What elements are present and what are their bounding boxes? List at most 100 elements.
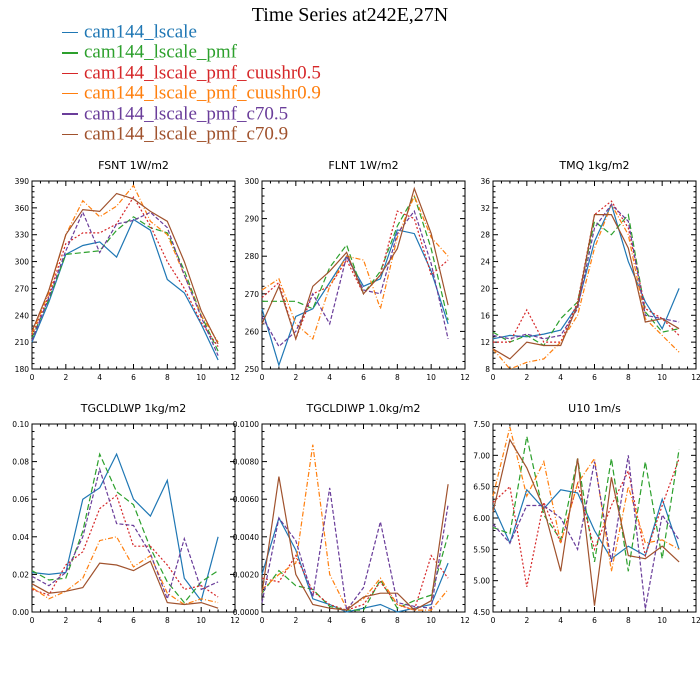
legend-swatch xyxy=(62,113,78,115)
x-tick-label: 12 xyxy=(691,616,700,625)
legend-item: cam144_lscale_pmf_cuushr0.9 xyxy=(62,83,321,103)
plot-frame xyxy=(492,423,697,613)
x-tick-label: 10 xyxy=(426,373,436,382)
y-tick-label: 0.0000 xyxy=(233,608,259,617)
x-tick-label: 2 xyxy=(524,616,529,625)
y-tick-label: 7.00 xyxy=(473,451,490,460)
series-line-2 xyxy=(262,194,449,321)
legend-item: cam144_lscale_pmf_cuushr0.5 xyxy=(62,62,321,84)
x-tick-label: 2 xyxy=(63,373,68,382)
plot-frame xyxy=(31,423,236,613)
legend-swatch xyxy=(62,92,78,95)
plot-frame xyxy=(261,180,466,370)
y-tick-label: 270 xyxy=(15,284,30,293)
y-tick-label: 8 xyxy=(485,365,490,374)
series-line-6 xyxy=(31,192,219,345)
y-tick-label: 0.00 xyxy=(12,608,29,617)
legend-label: cam144_lscale_pmf_cuushr0.9 xyxy=(84,82,321,104)
legend-label: cam144_lscale_pmf_c70.9 xyxy=(84,123,289,145)
x-tick-label: 4 xyxy=(327,616,332,625)
plot-frame xyxy=(261,423,466,613)
y-tick-label: 300 xyxy=(15,258,30,267)
legend-swatch xyxy=(62,133,78,136)
series-line-2 xyxy=(261,534,449,611)
series-line-4 xyxy=(261,444,449,611)
y-tick-label: 5.00 xyxy=(473,577,490,586)
legend-swatch xyxy=(62,72,78,75)
x-tick-label: 8 xyxy=(395,616,400,625)
series-line-5 xyxy=(31,210,219,356)
y-tick-label: 360 xyxy=(15,204,30,213)
chart-title: Time Series at242E,27N xyxy=(251,4,449,26)
legend-label: cam144_lscale_pmf_cuushr0.5 xyxy=(84,62,321,84)
legend-label: cam144_lscale xyxy=(84,21,197,43)
y-tick-label: 330 xyxy=(15,231,30,240)
x-tick-label: 4 xyxy=(558,616,563,625)
y-tick-label: 0.0020 xyxy=(233,570,259,579)
series-line-2 xyxy=(492,436,680,572)
y-tick-label: 0.0100 xyxy=(233,420,259,429)
y-tick-label: 300 xyxy=(245,177,260,186)
y-tick-label: 290 xyxy=(245,215,260,224)
y-tick-label: 36 xyxy=(480,177,490,186)
x-tick-label: 0 xyxy=(491,616,496,625)
x-tick-label: 10 xyxy=(196,373,206,382)
series-line-6 xyxy=(261,476,449,611)
y-tick-label: 0.0060 xyxy=(233,495,259,504)
series-line-3 xyxy=(31,494,219,598)
panel-title: TGCLDLWP 1kg/m2 xyxy=(80,402,186,415)
x-tick-label: 8 xyxy=(165,373,170,382)
x-tick-label: 8 xyxy=(626,616,631,625)
y-tick-label: 32 xyxy=(480,204,490,213)
legend-label: cam144_lscale_pmf_c70.5 xyxy=(84,102,289,124)
series-line-1 xyxy=(31,452,219,603)
y-tick-label: 0.10 xyxy=(12,420,29,429)
series-line-4 xyxy=(492,203,680,370)
series-line-3 xyxy=(261,554,449,611)
panel-title: U10 1m/s xyxy=(568,402,621,415)
x-tick-label: 2 xyxy=(524,373,529,382)
y-tick-label: 24 xyxy=(480,258,490,267)
series-line-2 xyxy=(31,216,219,352)
x-tick-label: 12 xyxy=(691,373,700,382)
series-line-3 xyxy=(492,458,680,588)
x-tick-label: 12 xyxy=(230,616,240,625)
legend: cam144_lscale cam144_lscale_pmf cam144_lsc… xyxy=(62,22,321,144)
y-tick-label: 4.50 xyxy=(473,608,490,617)
x-tick-label: 2 xyxy=(293,616,298,625)
x-tick-label: 10 xyxy=(196,616,206,625)
y-tick-label: 12 xyxy=(480,338,490,347)
x-tick-label: 4 xyxy=(558,373,563,382)
series-line-1 xyxy=(492,488,680,560)
x-tick-label: 6 xyxy=(592,373,597,382)
x-tick-label: 0 xyxy=(30,373,35,382)
x-tick-label: 10 xyxy=(657,373,667,382)
series-line-3 xyxy=(261,210,449,341)
y-tick-label: 260 xyxy=(245,327,260,336)
x-tick-label: 12 xyxy=(230,373,240,382)
plot-panel-2: FLNT 1W/m2 250 260 270 280 290 300 0 2 4 6 8 10 12 xyxy=(245,159,470,382)
plot-panel-1: FSNT 1W/m2 180 210 240 270 300 330 360 390 0 2 4 6 8 1… xyxy=(15,159,240,382)
y-tick-label: 0.04 xyxy=(12,533,29,542)
y-tick-label: 20 xyxy=(480,284,490,293)
legend-swatch xyxy=(62,52,78,54)
x-tick-label: 6 xyxy=(131,373,136,382)
y-tick-label: 6.50 xyxy=(473,483,490,492)
y-tick-label: 210 xyxy=(15,338,30,347)
y-tick-label: 180 xyxy=(15,365,30,374)
x-tick-label: 12 xyxy=(460,373,470,382)
x-tick-label: 6 xyxy=(361,373,366,382)
panel-title: TGCLDIWP 1.0kg/m2 xyxy=(305,402,420,415)
series-line-1 xyxy=(492,202,680,340)
y-tick-label: 0.0080 xyxy=(233,458,259,467)
series-line-4 xyxy=(492,426,680,572)
y-tick-label: 7.50 xyxy=(473,420,490,429)
x-tick-label: 6 xyxy=(592,616,597,625)
panel-title: FLNT 1W/m2 xyxy=(328,159,398,172)
x-tick-label: 8 xyxy=(626,373,631,382)
legend-item: cam144_lscale_pmf_c70.9 xyxy=(62,124,321,144)
series-line-3 xyxy=(31,195,219,347)
x-tick-label: 10 xyxy=(657,616,667,625)
x-tick-label: 0 xyxy=(30,616,35,625)
